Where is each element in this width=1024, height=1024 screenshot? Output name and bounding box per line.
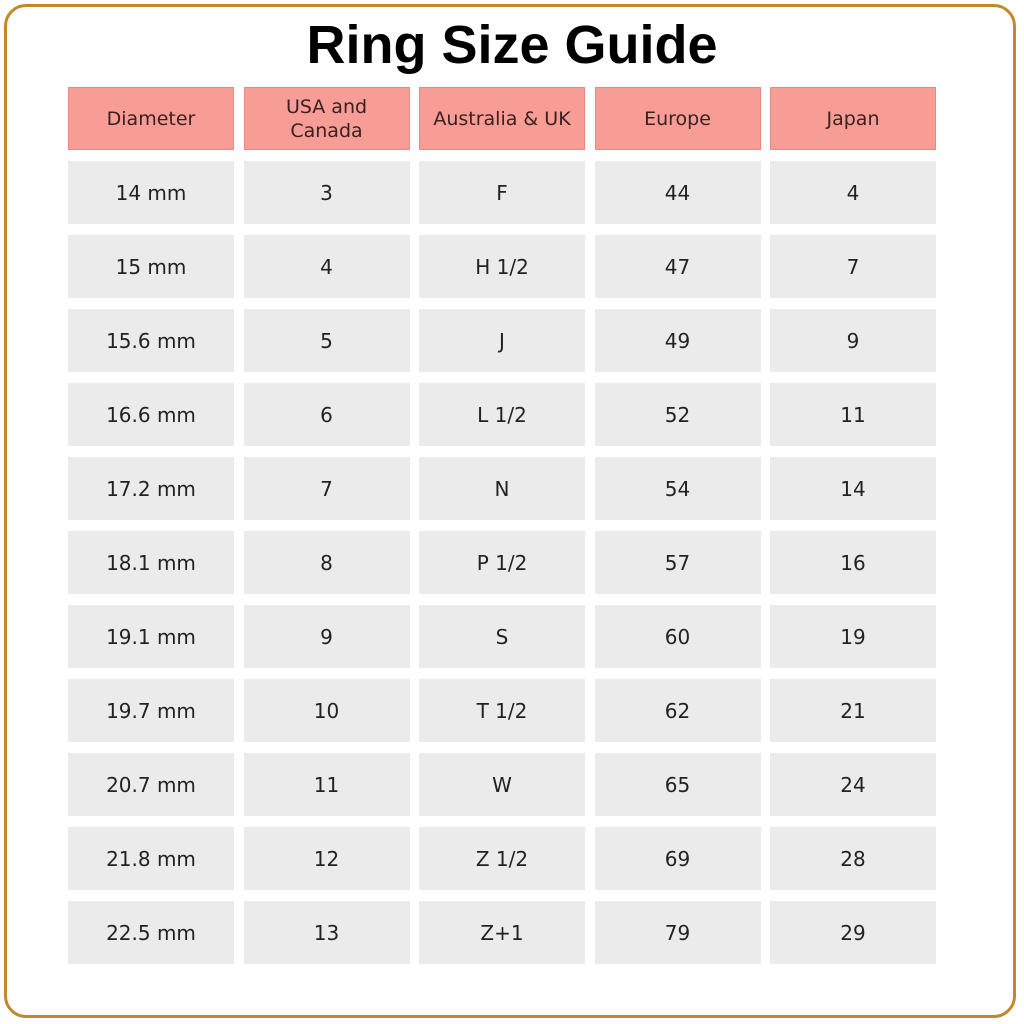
table-cell-europe: 69 (594, 827, 761, 890)
table-cell-diameter: 21.8 mm (68, 827, 234, 890)
table-cell-usa-canada: 4 (243, 235, 410, 298)
table-cell-europe: 47 (594, 235, 761, 298)
table-cell-japan: 16 (770, 531, 936, 594)
table-cell-usa-canada: 3 (243, 161, 410, 224)
table-cell-usa-canada: 5 (243, 309, 410, 372)
table-cell-japan: 19 (770, 605, 936, 668)
table-cell-usa-canada: 8 (243, 531, 410, 594)
table-cell-diameter: 16.6 mm (68, 383, 234, 446)
table-cell-diameter: 20.7 mm (68, 753, 234, 816)
table-cell-australia-uk: P 1/2 (419, 531, 585, 594)
table-cell-australia-uk: Z+1 (419, 901, 585, 964)
table-cell-europe: 65 (594, 753, 761, 816)
table-cell-usa-canada: 7 (243, 457, 410, 520)
table-cell-europe: 49 (594, 309, 761, 372)
table-cell-japan: 14 (770, 457, 936, 520)
table-cell-japan: 28 (770, 827, 936, 890)
table-cell-australia-uk: F (419, 161, 585, 224)
table-cell-europe: 62 (594, 679, 761, 742)
table-cell-diameter: 22.5 mm (68, 901, 234, 964)
table-cell-australia-uk: W (419, 753, 585, 816)
column-header-usa-canada: USA and Canada (243, 87, 410, 150)
table-cell-diameter: 19.7 mm (68, 679, 234, 742)
table-cell-japan: 7 (770, 235, 936, 298)
table-cell-australia-uk: N (419, 457, 585, 520)
table-cell-japan: 29 (770, 901, 936, 964)
table-cell-diameter: 18.1 mm (68, 531, 234, 594)
column-header-japan: Japan (770, 87, 936, 150)
column-header-australia-uk: Australia & UK (419, 87, 585, 150)
decorative-frame (4, 4, 1016, 1018)
column-header-europe: Europe (594, 87, 761, 150)
table-cell-japan: 21 (770, 679, 936, 742)
table-cell-diameter: 19.1 mm (68, 605, 234, 668)
table-cell-europe: 54 (594, 457, 761, 520)
table-cell-usa-canada: 6 (243, 383, 410, 446)
table-cell-europe: 44 (594, 161, 761, 224)
column-header-diameter: Diameter (68, 87, 234, 150)
table-cell-diameter: 15 mm (68, 235, 234, 298)
table-cell-diameter: 15.6 mm (68, 309, 234, 372)
table-cell-australia-uk: H 1/2 (419, 235, 585, 298)
table-cell-europe: 79 (594, 901, 761, 964)
table-cell-europe: 60 (594, 605, 761, 668)
table-cell-usa-canada: 13 (243, 901, 410, 964)
ring-size-table: Diameter USA and Canada Australia & UK Euro… (68, 87, 936, 964)
table-cell-europe: 52 (594, 383, 761, 446)
table-cell-japan: 4 (770, 161, 936, 224)
table-cell-australia-uk: S (419, 605, 585, 668)
table-cell-japan: 9 (770, 309, 936, 372)
table-cell-usa-canada: 10 (243, 679, 410, 742)
table-cell-australia-uk: J (419, 309, 585, 372)
table-cell-usa-canada: 11 (243, 753, 410, 816)
table-cell-japan: 11 (770, 383, 936, 446)
table-cell-australia-uk: T 1/2 (419, 679, 585, 742)
table-cell-diameter: 17.2 mm (68, 457, 234, 520)
page-title: Ring Size Guide (306, 15, 718, 75)
table-cell-diameter: 14 mm (68, 161, 234, 224)
table-cell-australia-uk: Z 1/2 (419, 827, 585, 890)
table-cell-japan: 24 (770, 753, 936, 816)
table-cell-australia-uk: L 1/2 (419, 383, 585, 446)
table-cell-europe: 57 (594, 531, 761, 594)
table-cell-usa-canada: 12 (243, 827, 410, 890)
table-cell-usa-canada: 9 (243, 605, 410, 668)
